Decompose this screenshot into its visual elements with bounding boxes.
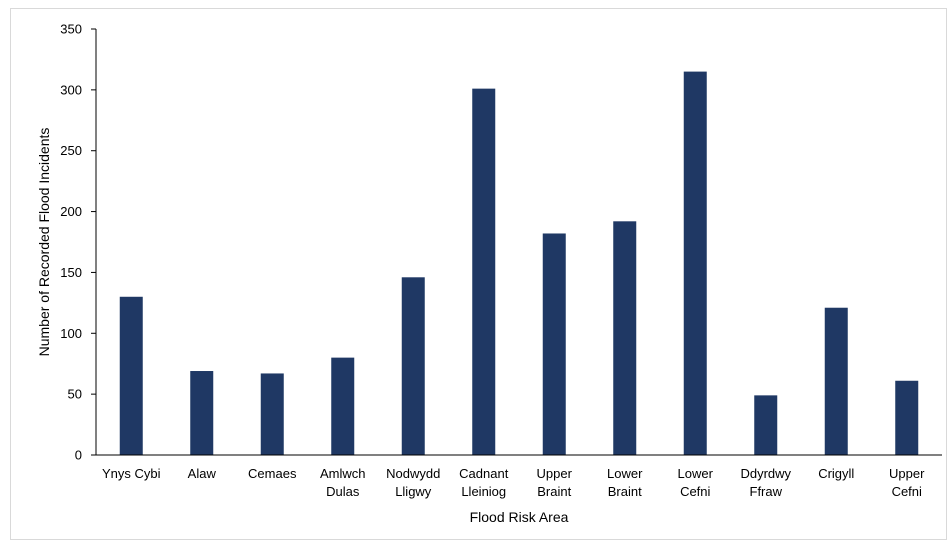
x-tick-label: Ynys Cybi (102, 466, 161, 481)
bar (683, 71, 707, 455)
bars (119, 71, 919, 455)
x-tick-label: Upper Cefni (889, 466, 925, 499)
y-tick-label: 150 (60, 265, 82, 280)
x-tick-label-line: Cefni (892, 484, 922, 499)
x-tick-label: Alaw (188, 466, 217, 481)
bar (613, 221, 637, 455)
x-tick-label: Nodwydd Lligwy (386, 466, 440, 499)
x-tick-label-line: Cefni (680, 484, 710, 499)
x-tick-label: Ddyrdwy Ffraw (740, 466, 791, 499)
x-tick-label: Amlwch Dulas (320, 466, 366, 499)
x-tick-label-line: Crigyll (818, 466, 854, 481)
bar (824, 307, 848, 455)
y-tick-label: 300 (60, 82, 82, 97)
x-tick-label-line: Ddyrdwy (740, 466, 791, 481)
x-tick-label: Cemaes (248, 466, 297, 481)
bar (190, 371, 214, 455)
x-tick-label-line: Lower (607, 466, 643, 481)
bar (754, 395, 778, 455)
x-tick-label-line: Ynys Cybi (102, 466, 161, 481)
y-axis-title: Number of Recorded Flood Incidents (36, 128, 52, 357)
x-tick-label-line: Lligwy (395, 484, 432, 499)
x-tick-label-line: Ffraw (750, 484, 783, 499)
x-tick-label-line: Lower (678, 466, 714, 481)
y-tick-label: 50 (68, 387, 82, 402)
x-tick-label-line: Nodwydd (386, 466, 440, 481)
y-tick-label: 0 (75, 448, 82, 463)
bar (472, 88, 496, 455)
x-tick-label: Lower Cefni (678, 466, 714, 499)
x-tick-label-line: Amlwch (320, 466, 366, 481)
bar (401, 277, 425, 455)
y-tick-label: 200 (60, 204, 82, 219)
x-tick-label-line: Braint (537, 484, 571, 499)
y-tick-label: 100 (60, 326, 82, 341)
x-tick-label-line: Dulas (326, 484, 360, 499)
x-tick-label: Crigyll (818, 466, 854, 481)
x-tick-label-line: Upper (889, 466, 925, 481)
x-axis-labels: Ynys Cybi Alaw Cemaes Amlwch Dulas Nodwydd Lli… (102, 466, 925, 499)
bar (260, 373, 284, 455)
x-tick-label: Cadnant Lleiniog (459, 466, 509, 499)
bar (119, 296, 143, 455)
y-tick-label: 350 (60, 22, 82, 37)
x-tick-label-line: Braint (608, 484, 642, 499)
x-tick-label: Lower Braint (607, 466, 643, 499)
x-tick-label-line: Lleiniog (461, 484, 506, 499)
y-tick-label: 250 (60, 143, 82, 158)
x-tick-label: Upper Braint (537, 466, 573, 499)
x-tick-label-line: Upper (537, 466, 573, 481)
x-tick-label-line: Cemaes (248, 466, 297, 481)
bar (331, 357, 355, 455)
x-tick-label-line: Alaw (188, 466, 217, 481)
bar (895, 380, 919, 455)
y-axis-ticks: 0 50 100 150 200 250 300 350 (60, 22, 96, 463)
bar (542, 233, 566, 455)
x-axis-title: Flood Risk Area (470, 509, 569, 525)
x-tick-label-line: Cadnant (459, 466, 509, 481)
